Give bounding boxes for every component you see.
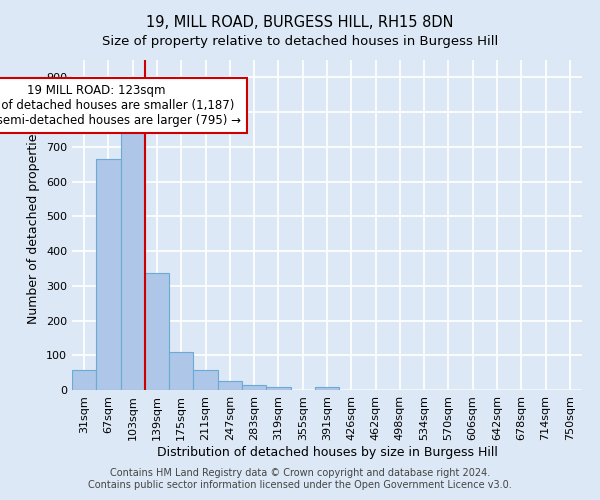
Bar — [121, 130, 145, 390]
Bar — [96, 159, 121, 390]
X-axis label: Distribution of detached houses by size in Burgess Hill: Distribution of detached houses by size … — [157, 446, 497, 458]
Bar — [169, 352, 193, 390]
Y-axis label: Number of detached properties: Number of detached properties — [28, 126, 40, 324]
Bar — [218, 382, 242, 390]
Text: Size of property relative to detached houses in Burgess Hill: Size of property relative to detached ho… — [102, 35, 498, 48]
Bar — [242, 385, 266, 390]
Bar — [145, 272, 169, 390]
Bar — [193, 370, 218, 390]
Text: Contains HM Land Registry data © Crown copyright and database right 2024.
Contai: Contains HM Land Registry data © Crown c… — [88, 468, 512, 490]
Text: 19 MILL ROAD: 123sqm
← 60% of detached houses are smaller (1,187)
40% of semi-de: 19 MILL ROAD: 123sqm ← 60% of detached h… — [0, 84, 241, 128]
Bar — [315, 387, 339, 390]
Bar — [266, 387, 290, 390]
Text: 19, MILL ROAD, BURGESS HILL, RH15 8DN: 19, MILL ROAD, BURGESS HILL, RH15 8DN — [146, 15, 454, 30]
Bar — [72, 370, 96, 390]
